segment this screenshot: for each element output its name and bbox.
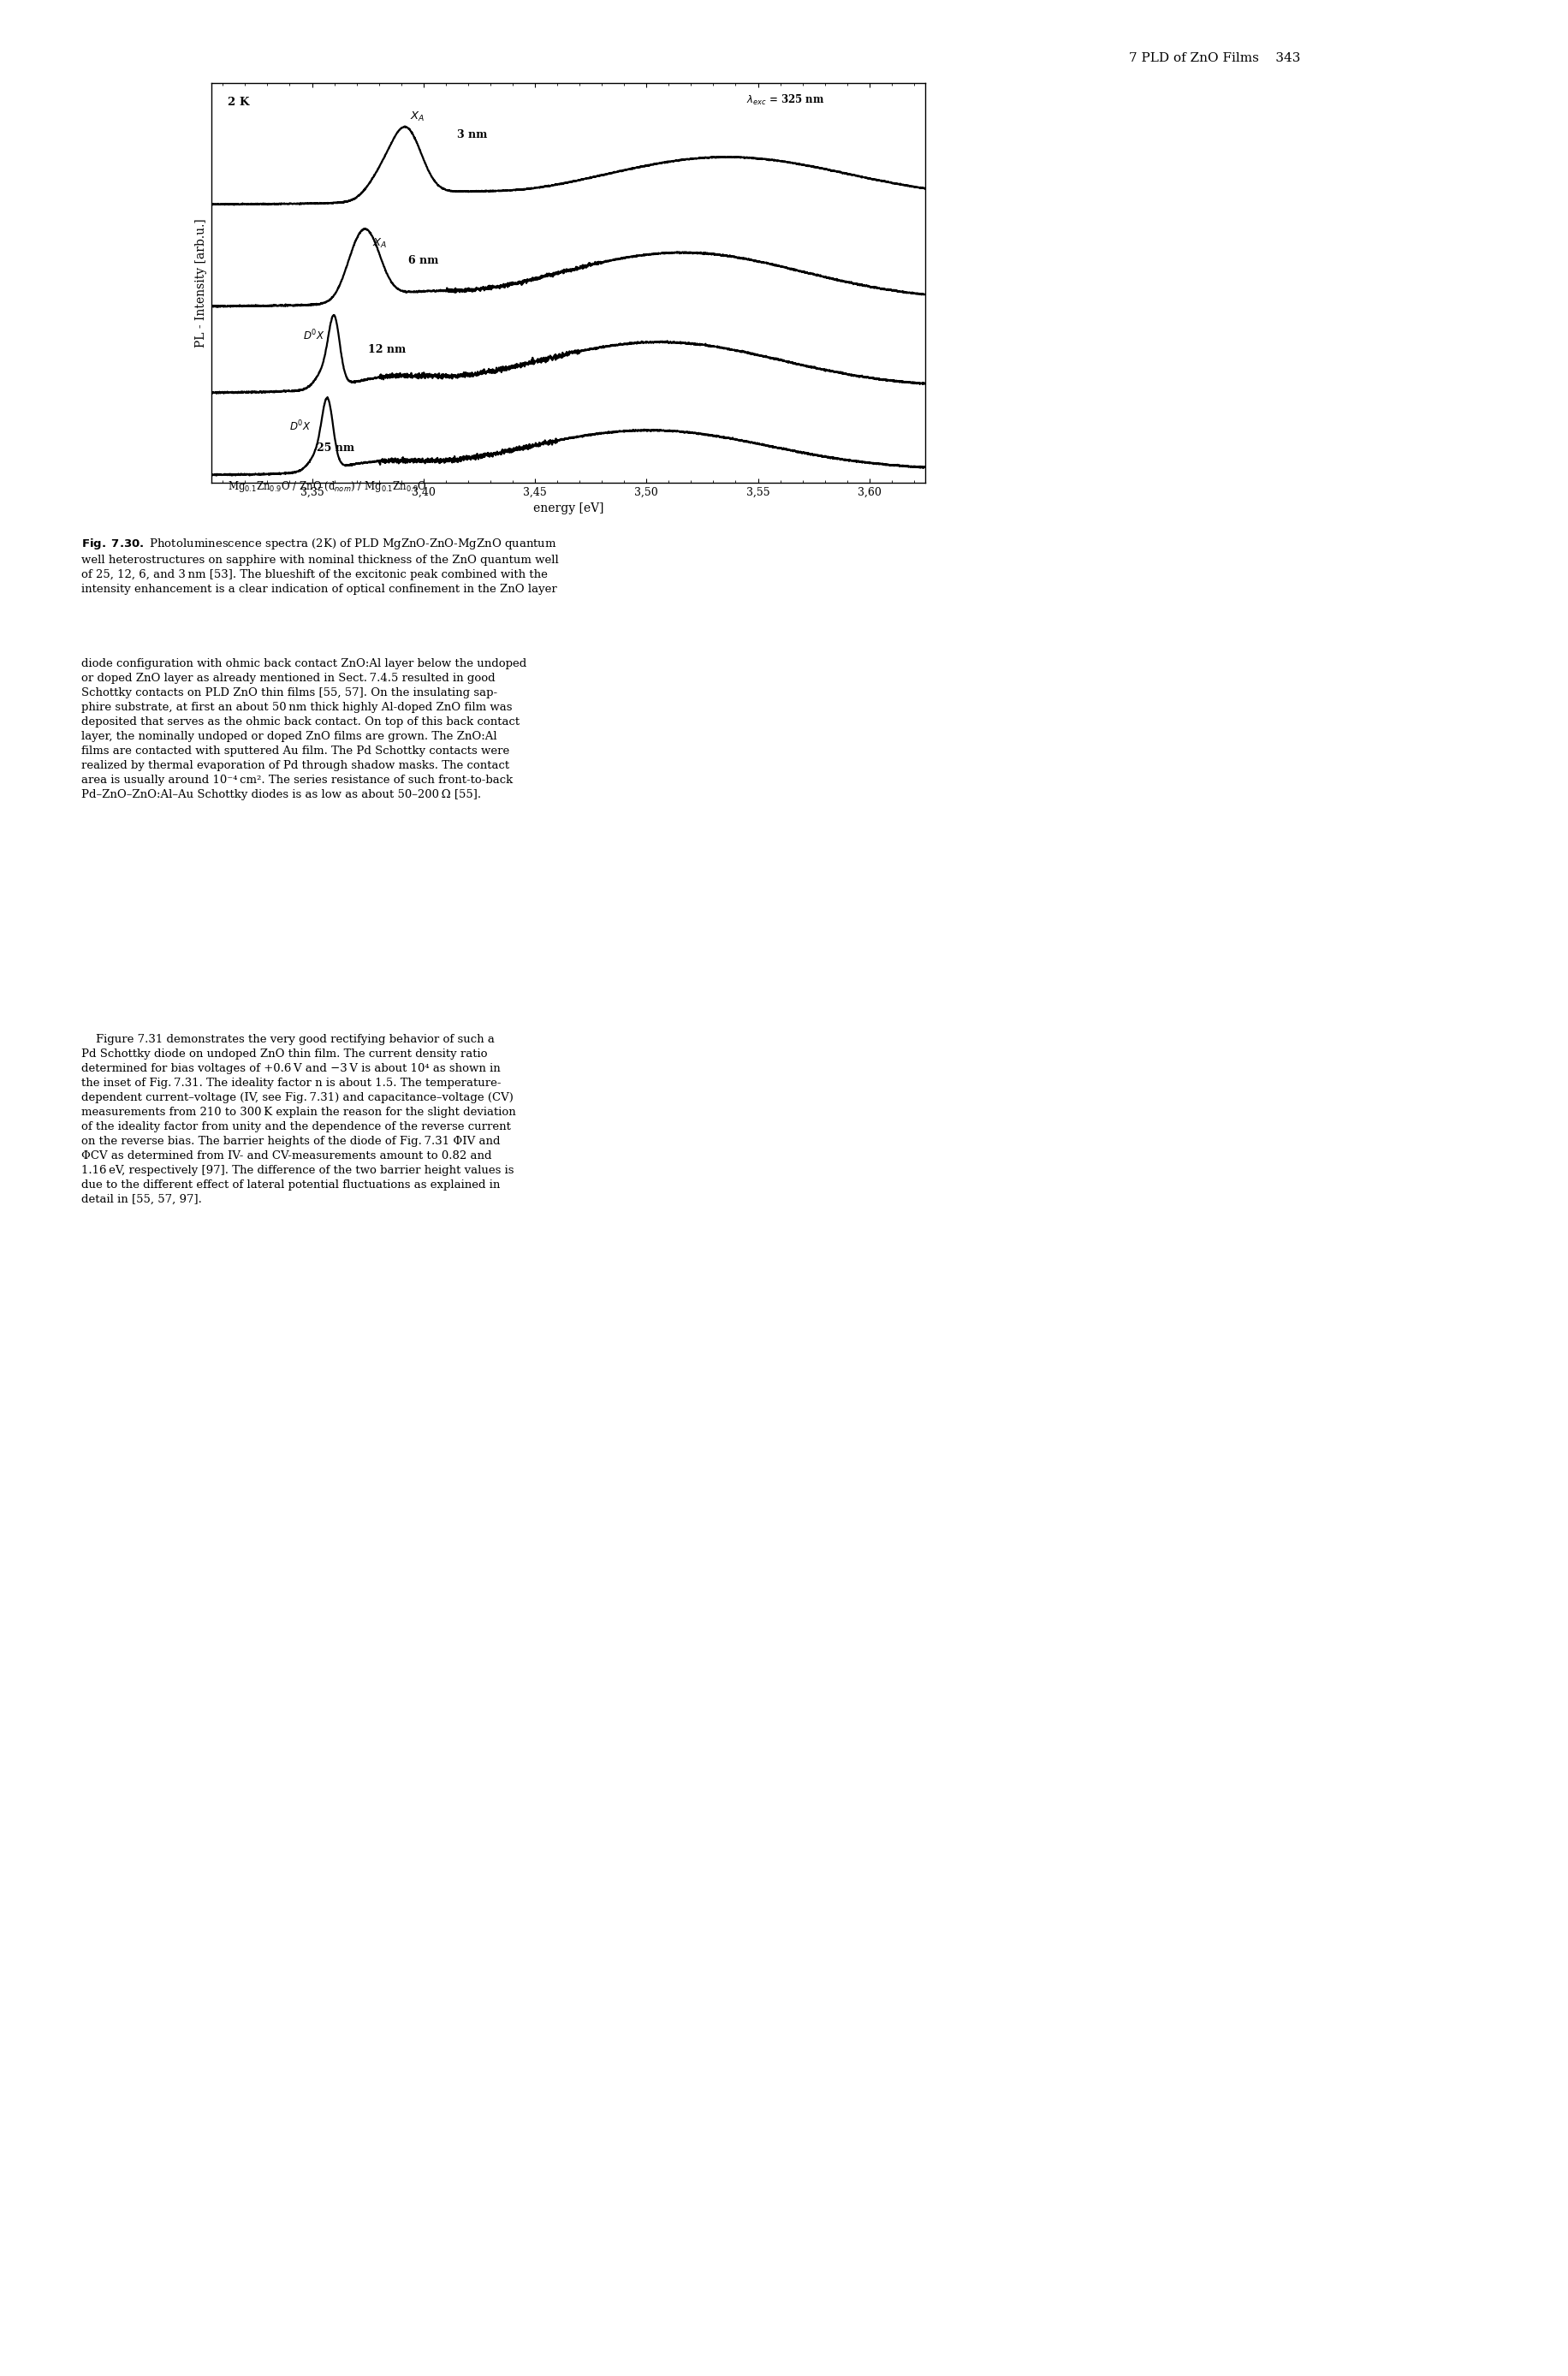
Y-axis label: PL - Intensity [arb.u.]: PL - Intensity [arb.u.]: [194, 219, 207, 347]
Text: 7 PLD of ZnO Films    343: 7 PLD of ZnO Films 343: [1129, 52, 1300, 64]
Text: 2 K: 2 K: [227, 97, 249, 107]
Text: $X_A$: $X_A$: [372, 238, 387, 249]
Text: $D^0X$: $D^0X$: [303, 328, 325, 342]
Text: 12 nm: 12 nm: [368, 345, 406, 356]
Text: Figure 7.31 demonstrates the very good rectifying behavior of such a
Pd Schottky: Figure 7.31 demonstrates the very good r…: [82, 1034, 516, 1205]
Text: $\lambda_{exc}$ = 325 nm: $\lambda_{exc}$ = 325 nm: [746, 93, 825, 107]
Text: Mg$_{0.1}$Zn$_{0.9}$O / ZnO (d$_{nom}$) / Mg$_{0.1}$Zn$_{0.9}$O: Mg$_{0.1}$Zn$_{0.9}$O / ZnO (d$_{nom}$) …: [227, 480, 426, 494]
Text: $\mathbf{Fig.\ 7.30.}$ Photoluminescence spectra (2K) of PLD MgZnO-ZnO-MgZnO qua: $\mathbf{Fig.\ 7.30.}$ Photoluminescence…: [82, 537, 558, 594]
X-axis label: energy [eV]: energy [eV]: [533, 501, 604, 513]
Text: 3 nm: 3 nm: [456, 131, 488, 140]
Text: $D^0X$: $D^0X$: [290, 418, 312, 432]
Text: 6 nm: 6 nm: [408, 254, 437, 266]
Text: 25 nm: 25 nm: [317, 442, 354, 454]
Text: diode configuration with ohmic back contact ZnO:Al layer below the undoped
or do: diode configuration with ohmic back cont…: [82, 658, 527, 801]
Text: $X_A$: $X_A$: [411, 112, 425, 124]
